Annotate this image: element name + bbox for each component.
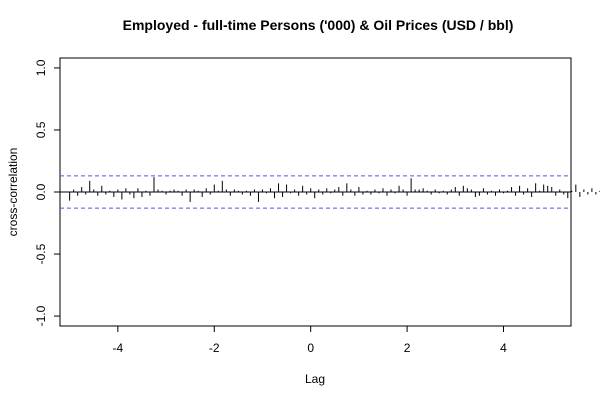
y-tick-label: 0.0 — [34, 183, 48, 200]
x-tick-label: -4 — [113, 341, 124, 355]
y-axis: -1.0 -0.5 0.0 0.5 1.0 — [34, 59, 60, 326]
x-tick-label: -2 — [209, 341, 220, 355]
plot-area — [59, 57, 600, 327]
y-axis-label: cross-correlation — [6, 148, 20, 237]
x-tick-label: 2 — [404, 341, 411, 355]
y-tick-label: -1.0 — [34, 305, 48, 326]
y-tick-label: 0.5 — [34, 121, 48, 138]
chart-title: Employed - full-time Persons ('000) & Oi… — [123, 17, 514, 33]
x-axis-label: Lag — [305, 372, 325, 386]
y-tick-label: 1.0 — [34, 59, 48, 76]
x-axis: -4 -2 0 2 4 — [113, 326, 507, 355]
y-tick-label: -0.5 — [34, 243, 48, 264]
x-tick-label: 0 — [307, 341, 314, 355]
x-tick-label: 4 — [500, 341, 507, 355]
